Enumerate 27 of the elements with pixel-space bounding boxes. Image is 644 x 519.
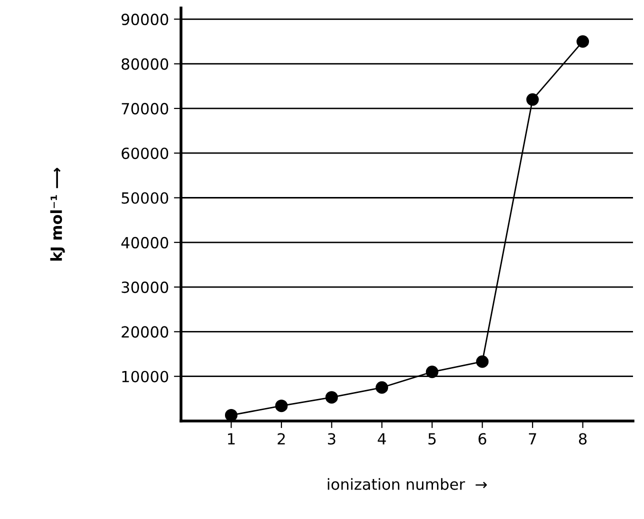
- x-tick-label: 7: [528, 433, 536, 444]
- point: [426, 366, 438, 378]
- y-axis-title: kJ mol⁻¹ ⟶: [50, 168, 65, 261]
- y-tick-label: 10000: [122, 370, 168, 382]
- y-tick-label: 50000: [122, 192, 168, 204]
- y-tick-label: 30000: [122, 282, 168, 294]
- point: [224, 408, 238, 421]
- point: [325, 391, 338, 404]
- x-tick-label: 3: [328, 433, 336, 445]
- x-tick-label: 4: [378, 433, 386, 444]
- y-tick-label: 80000: [122, 58, 168, 70]
- x-tick-label: 1: [228, 433, 235, 444]
- point: [476, 355, 489, 368]
- point: [526, 93, 539, 106]
- x-tick-label: 6: [478, 433, 486, 445]
- point: [376, 381, 388, 394]
- y-tick-label: 40000: [121, 236, 168, 248]
- x-tick-label: 5: [428, 433, 436, 445]
- y-tick-label: 90000: [122, 14, 168, 26]
- x-axis-title: ionization number →: [328, 478, 487, 490]
- y-tick-label: 60000: [122, 148, 168, 160]
- y-tick-label: 70000: [122, 102, 168, 114]
- x-tick-label: 2: [278, 433, 285, 444]
- point: [275, 400, 288, 412]
- y-tick-label: 20000: [122, 326, 168, 338]
- x-tick-label: 8: [578, 433, 587, 445]
- point: [576, 35, 590, 48]
